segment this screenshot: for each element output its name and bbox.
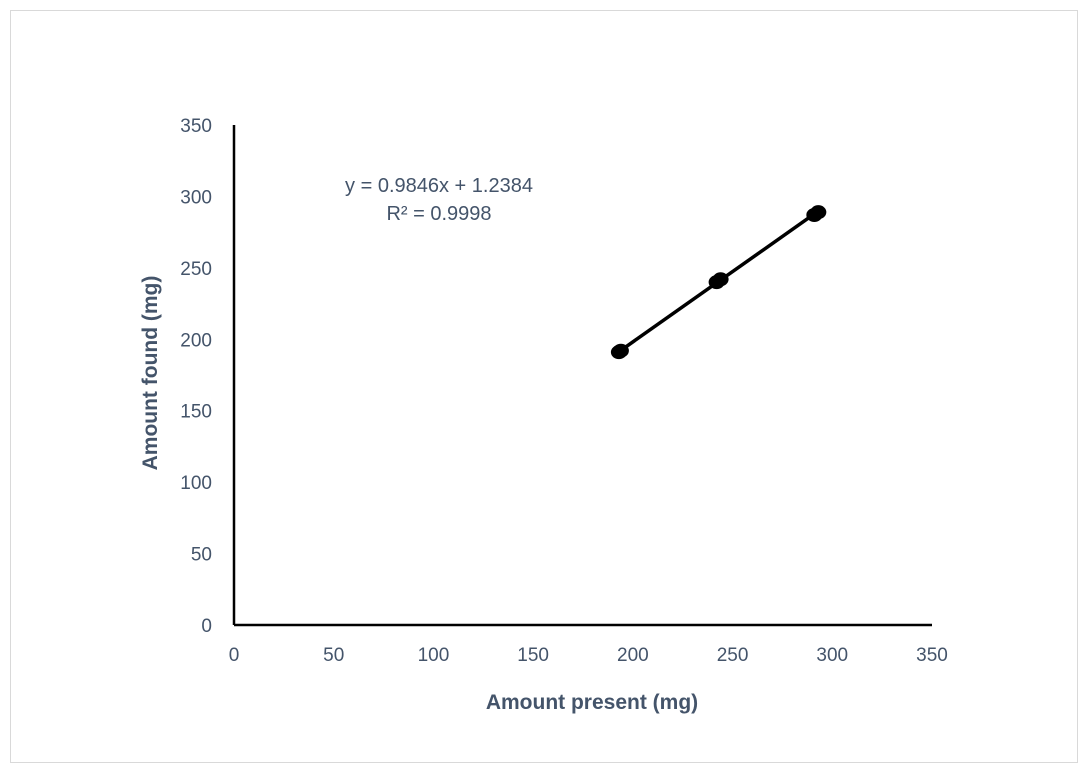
data-points	[610, 205, 827, 360]
y-tick-label: 50	[191, 545, 212, 566]
y-tick-labels: 0 50 100 150 200 250 300 350	[180, 116, 212, 637]
x-tick-label: 200	[617, 645, 649, 666]
x-tick-label: 50	[323, 645, 344, 666]
x-tick-label: 100	[418, 645, 450, 666]
y-tick-label: 100	[180, 473, 212, 494]
x-tick-labels: 0 50 100 150 200 250 300 350	[229, 645, 948, 666]
x-tick-label: 0	[229, 645, 240, 666]
x-tick-label: 350	[916, 645, 948, 666]
data-point	[810, 205, 827, 220]
x-tick-label: 150	[517, 645, 549, 666]
data-point	[712, 272, 729, 287]
x-tick-label: 250	[717, 645, 749, 666]
y-tick-label: 150	[180, 402, 212, 423]
data-point	[612, 343, 629, 358]
x-axis-title: Amount present (mg)	[486, 691, 698, 714]
y-tick-label: 0	[201, 616, 212, 637]
y-tick-label: 300	[180, 187, 212, 208]
trendline-r-squared: R² = 0.9998	[386, 203, 491, 225]
chart-frame	[10, 10, 1078, 763]
y-tick-label: 200	[180, 330, 212, 351]
y-tick-label: 250	[180, 259, 212, 280]
y-tick-label: 350	[180, 116, 212, 137]
y-axis-title: Amount found (mg)	[139, 276, 162, 471]
trendline-equation: y = 0.9846x + 1.2384	[345, 175, 533, 197]
x-tick-label: 300	[816, 645, 848, 666]
